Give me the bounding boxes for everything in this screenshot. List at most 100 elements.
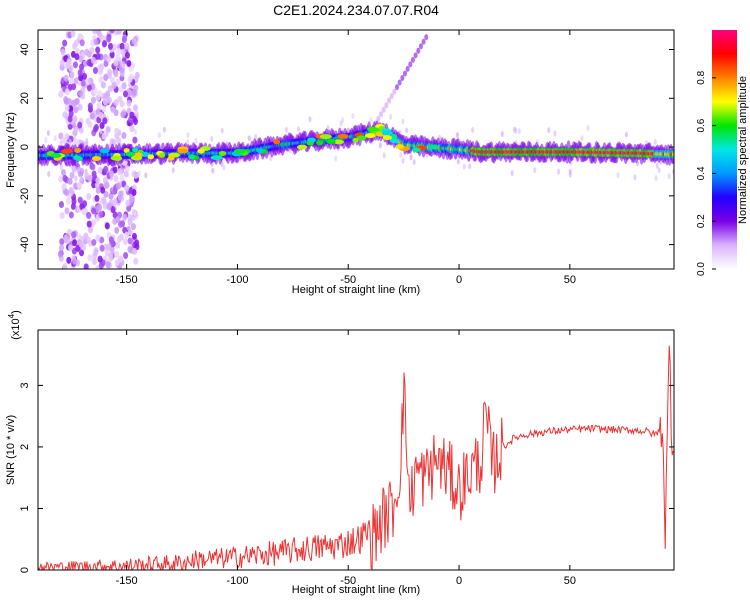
spectrogram-noise-cell <box>334 155 338 162</box>
spectrogram-noise-cell <box>126 99 132 107</box>
spectrogram-noise-cell <box>194 137 198 144</box>
spectrogram-noise-cell <box>93 248 99 256</box>
spectrogram-noise-cell <box>120 48 126 56</box>
spectrogram-noise-cell <box>134 71 140 79</box>
spectrogram-noise-cell <box>86 236 92 244</box>
spectrogram-blob <box>391 133 398 139</box>
spectrogram-noise-cell <box>517 128 521 135</box>
snr-background <box>38 330 674 570</box>
spectrogram-y-tick-label: -20 <box>19 188 31 204</box>
spectrogram-noise-cell <box>83 263 89 269</box>
spectrogram-noise-cell <box>67 177 73 185</box>
spectrogram-noise-cell <box>378 142 382 149</box>
spectrogram-noise-cell <box>68 64 74 72</box>
spectrogram-noise-cell <box>114 226 120 234</box>
spectrogram-x-tick-label: -50 <box>340 274 356 286</box>
spectrogram-noise-cell <box>118 129 122 136</box>
spectrogram-blob <box>364 133 376 139</box>
spectrogram-x-tick-label: -100 <box>226 274 248 286</box>
spectrogram-noise-cell <box>117 168 123 176</box>
spectrogram-noise-cell <box>58 132 64 140</box>
snr-x-axis-label: Height of straight line (km) <box>292 584 420 596</box>
spectrogram-noise-cell <box>127 228 133 236</box>
spectrogram-noise-cell <box>68 105 74 113</box>
spectrogram-noise-cell <box>115 216 121 224</box>
spectrogram-noise-cell <box>96 203 102 211</box>
spectrogram-noise-cell <box>102 117 108 125</box>
spectrogram-noise-cell <box>106 55 112 63</box>
spectrogram-noise-cell <box>107 42 113 50</box>
spectrogram-noise-cell <box>82 72 88 80</box>
spectrogram-blob <box>123 148 130 154</box>
spectrogram-noise-cell <box>79 39 85 47</box>
spectrogram-noise-cell <box>100 81 106 89</box>
spectrogram-blob <box>319 134 332 140</box>
spectrogram-noise-cell <box>120 61 126 69</box>
spectrogram-noise-cell <box>65 197 71 205</box>
spectrogram-y-ticks: 40 20 0 -20 -40 <box>19 43 674 253</box>
spectrogram-blob <box>177 148 189 154</box>
spectrogram-noise-cell <box>92 67 98 75</box>
spectrogram-noise-cell <box>533 166 537 173</box>
spectrogram-blob <box>297 144 308 150</box>
spectrogram-noise-cell <box>69 171 75 179</box>
spectrogram-blob <box>125 151 136 157</box>
spectrogram-noise-cell <box>58 201 64 209</box>
spectrogram-noise-cell <box>297 126 301 133</box>
spectrogram-noise-cell <box>122 90 128 98</box>
spectrogram-noise-cell <box>124 165 130 173</box>
spectrogram-noise-cell <box>66 59 72 67</box>
spectrogram-noise-cell <box>77 121 83 129</box>
spectrogram-noise-cell <box>113 70 119 78</box>
spectrogram-noise-cell <box>97 90 103 98</box>
snr-y-tick-label: 1 <box>19 505 31 511</box>
spectrogram-blob <box>389 137 399 143</box>
spectrogram-noise-cell <box>162 126 166 133</box>
spectrogram-noise-cell <box>92 30 98 35</box>
spectrogram-streak-cell <box>405 65 410 72</box>
spectrogram-noise-cell <box>68 186 74 194</box>
spectrogram-noise-cell <box>102 202 108 210</box>
spectrogram-noise-cell <box>60 48 66 56</box>
spectrogram-noise-cell <box>81 208 87 216</box>
spectrogram-noise-cell <box>127 237 133 245</box>
spectrogram-noise-cell <box>59 59 65 67</box>
spectrogram-noise-cell <box>401 157 405 164</box>
spectrogram-noise-cell <box>111 81 117 89</box>
spectrogram-noise-cell <box>62 174 68 182</box>
spectrogram-noise-cell <box>133 128 137 135</box>
spectrogram-streak-cell <box>416 47 421 54</box>
spectrogram-noise-cell <box>97 255 103 263</box>
spectrogram-noise-cell <box>118 255 124 263</box>
spectrogram-noise-cell <box>70 30 76 38</box>
spectrogram-noise-cell <box>60 169 66 177</box>
spectrogram-noise-cell <box>105 90 111 98</box>
spectrogram-streak-cell <box>410 56 415 63</box>
spectrogram-streak-cell <box>379 111 384 118</box>
spectrogram-noise-cell <box>69 77 75 85</box>
spectrogram-noise-cell <box>514 127 518 134</box>
spectrogram-noise-cell <box>67 244 73 252</box>
spectrogram-noise-cell <box>98 64 104 72</box>
spectrogram-noise-cell <box>133 257 139 265</box>
spectrogram-noise-cell <box>78 240 84 248</box>
spectrogram-noise-cell <box>90 56 96 64</box>
snr-scale-label: (x104) <box>7 310 22 340</box>
colorbar-label: Normalized spectral amplitude <box>737 76 749 224</box>
spectrogram-noise-cell <box>633 174 637 181</box>
spectrogram-noise-cell <box>129 111 135 119</box>
spectrogram-blob <box>316 140 324 146</box>
spectrogram-noise-cell <box>85 138 89 145</box>
spectrogram-noise-cell <box>118 190 124 198</box>
spectrogram-noise-cell <box>112 198 118 206</box>
figure-title: C2E1.2024.234.07.07.R04 <box>273 2 439 18</box>
spectrogram-noise-cell <box>211 167 215 174</box>
spectrogram-noise-cell <box>131 37 137 45</box>
spectrogram-noise-cell <box>113 175 119 183</box>
spectrogram-blob <box>333 139 344 145</box>
spectrogram-noise-cell <box>75 244 81 252</box>
spectrogram-x-axis-label: Height of straight line (km) <box>292 284 420 296</box>
spectrogram-noise-cell <box>120 111 126 119</box>
spectrogram-noise-cell <box>105 261 111 269</box>
spectrogram-noise-cell <box>53 135 57 142</box>
